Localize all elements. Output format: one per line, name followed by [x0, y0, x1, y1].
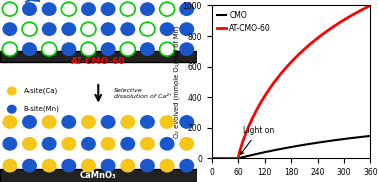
Circle shape	[101, 42, 116, 56]
Circle shape	[61, 115, 76, 129]
Circle shape	[160, 42, 175, 56]
Circle shape	[140, 42, 155, 56]
Circle shape	[120, 115, 135, 129]
Circle shape	[179, 159, 194, 173]
Circle shape	[101, 22, 116, 36]
Circle shape	[61, 2, 76, 16]
Text: CaMnO₃: CaMnO₃	[80, 171, 116, 180]
Line: AT-CMO-60: AT-CMO-60	[212, 5, 370, 158]
Circle shape	[81, 2, 96, 16]
Circle shape	[61, 137, 76, 151]
Circle shape	[160, 137, 175, 151]
Circle shape	[81, 115, 96, 129]
Circle shape	[179, 115, 194, 129]
Circle shape	[42, 159, 57, 173]
Circle shape	[120, 159, 135, 173]
CMO	[336, 139, 341, 141]
Circle shape	[61, 42, 76, 56]
Circle shape	[81, 137, 96, 151]
Circle shape	[22, 115, 37, 129]
Y-axis label: O₂ evolved (mmole O₂/mol of Mn): O₂ evolved (mmole O₂/mol of Mn)	[173, 26, 180, 138]
Circle shape	[120, 22, 135, 36]
Circle shape	[22, 137, 37, 151]
Circle shape	[160, 2, 175, 16]
Text: Light on: Light on	[240, 126, 274, 154]
CMO	[279, 148, 284, 150]
Circle shape	[22, 22, 37, 36]
Circle shape	[2, 137, 17, 151]
Circle shape	[42, 115, 57, 129]
Circle shape	[120, 42, 135, 56]
Line: CMO: CMO	[212, 136, 370, 158]
Circle shape	[2, 42, 17, 56]
Circle shape	[22, 159, 37, 173]
Circle shape	[101, 137, 116, 151]
Circle shape	[120, 2, 135, 16]
AT-CMO-60	[368, 4, 373, 7]
Text: AT-CMO-60: AT-CMO-60	[71, 57, 125, 66]
Circle shape	[42, 22, 57, 36]
AT-CMO-60	[336, 22, 341, 25]
CMO	[333, 139, 338, 141]
AT-CMO-60	[274, 79, 278, 81]
Circle shape	[61, 159, 76, 173]
Circle shape	[81, 42, 96, 56]
Circle shape	[2, 115, 17, 129]
Circle shape	[2, 2, 17, 16]
Circle shape	[101, 115, 116, 129]
Text: B-site(Mn): B-site(Mn)	[23, 106, 59, 112]
Circle shape	[160, 159, 175, 173]
Text: Selective
dissolution of Ca²⁺: Selective dissolution of Ca²⁺	[114, 88, 172, 99]
Circle shape	[42, 42, 57, 56]
Circle shape	[179, 2, 194, 16]
AT-CMO-60	[333, 24, 338, 26]
Circle shape	[81, 159, 96, 173]
AT-CMO-60	[279, 72, 284, 74]
Legend: CMO, AT-CMO-60: CMO, AT-CMO-60	[215, 9, 273, 34]
Text: A-site(Ca): A-site(Ca)	[23, 88, 58, 94]
AT-CMO-60	[318, 35, 323, 37]
Circle shape	[120, 137, 135, 151]
CMO	[209, 157, 214, 159]
CMO	[368, 135, 373, 137]
Circle shape	[140, 159, 155, 173]
Circle shape	[81, 22, 96, 36]
Circle shape	[179, 42, 194, 56]
Circle shape	[140, 115, 155, 129]
Circle shape	[101, 159, 116, 173]
Circle shape	[179, 137, 194, 151]
Circle shape	[101, 2, 116, 16]
Circle shape	[140, 2, 155, 16]
CMO	[318, 141, 323, 143]
Circle shape	[42, 2, 57, 16]
Circle shape	[179, 22, 194, 36]
CMO	[274, 149, 278, 151]
Circle shape	[22, 42, 37, 56]
FancyBboxPatch shape	[0, 51, 197, 62]
Circle shape	[160, 22, 175, 36]
Circle shape	[61, 22, 76, 36]
FancyBboxPatch shape	[0, 169, 197, 182]
Circle shape	[7, 86, 17, 96]
Circle shape	[2, 159, 17, 173]
Circle shape	[22, 2, 37, 16]
Circle shape	[160, 115, 175, 129]
Circle shape	[140, 22, 155, 36]
AT-CMO-60	[226, 157, 230, 159]
Circle shape	[2, 22, 17, 36]
Circle shape	[7, 105, 17, 114]
Circle shape	[42, 137, 57, 151]
Circle shape	[140, 137, 155, 151]
AT-CMO-60	[209, 157, 214, 159]
CMO	[226, 157, 230, 159]
